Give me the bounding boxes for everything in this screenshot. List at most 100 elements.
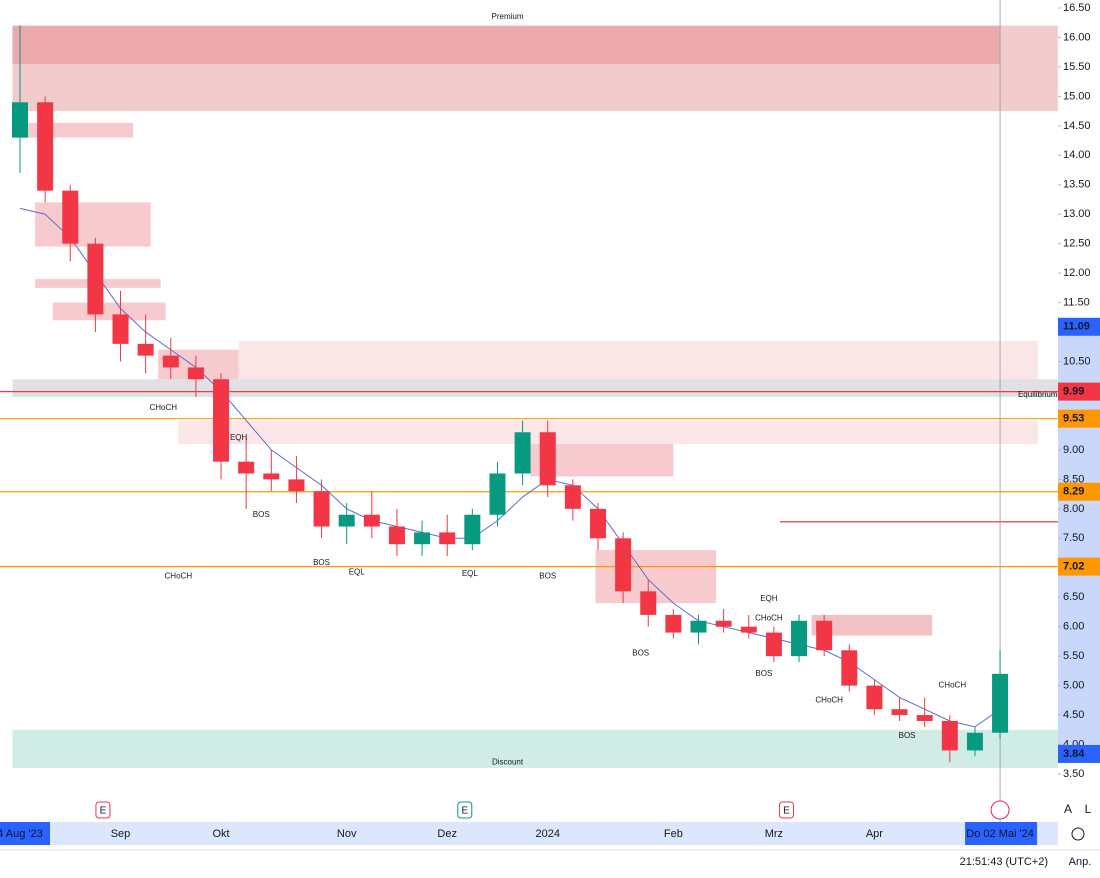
y-tick-label: 14.50 [1063,120,1091,132]
candle-body [263,473,280,480]
annotation: Equilibrium [1018,390,1058,399]
candle-body [62,190,79,244]
event-icon [778,801,794,819]
event-icon [95,801,111,819]
scale-button: A [1064,802,1072,816]
price-badge-label: 8.29 [1063,486,1084,498]
candle-body [514,432,531,474]
y-tick-label: 16.00 [1063,31,1091,43]
candle-body [665,614,682,633]
annotation: Premium [492,12,524,21]
candle-body [213,379,230,462]
x-tick-label: Apr [866,828,883,840]
zone [238,340,1038,380]
y-tick-label: 4.50 [1063,709,1084,721]
price-badge [1058,744,1100,763]
zone [35,202,151,247]
y-tick-label: 12.00 [1063,267,1091,279]
annotation: CHoCH [165,572,193,581]
annotation: EQH [230,433,248,442]
x-tick-label: Feb [664,828,683,840]
candle-body [992,673,1009,733]
candle-body [388,526,405,545]
candle-body [137,343,154,356]
price-badge-label: 9.53 [1063,413,1084,425]
candle-body [464,514,481,545]
candle-body [740,626,757,633]
annotation: Discount [492,757,524,766]
price-badge [1058,482,1100,501]
annotation: BOS [632,648,649,657]
x-tick-label: 2024 [535,828,559,840]
zone [12,729,1058,769]
candle-body [238,461,255,474]
candle-body [187,367,204,380]
event-label: E [100,806,107,817]
annotation: CHoCH [815,695,843,704]
candle-body [715,620,732,627]
event-icon [457,801,473,819]
candle-body [338,514,355,527]
candle-body [12,102,28,138]
x-tick-label: Nov [337,828,357,840]
x-tick-label: Dez [437,828,457,840]
y-tick-label: 8.50 [1063,473,1084,485]
candle-body [564,485,581,509]
y-tick-label: 8.00 [1063,503,1084,515]
price-badge-label: 11.09 [1063,321,1090,333]
annotation: CHoCH [939,681,967,690]
settings-icon[interactable] [1071,827,1085,841]
y-tick-label: 14.00 [1063,149,1091,161]
candle-body [816,620,833,651]
candle-body [112,314,129,344]
zone [52,302,166,321]
event-label: E [783,806,790,817]
candle-body [841,650,858,686]
y-tick-label: 10.50 [1063,355,1091,367]
candle-body [439,532,456,545]
candle-body [162,355,179,368]
price-badge-label: 3.84 [1063,748,1085,760]
annotation: BOS [899,731,916,740]
x-tick-label: Do 02 Mai '24 [966,828,1034,840]
annotation: EQH [760,594,778,603]
adjust-button[interactable]: Anp. [1069,856,1092,868]
price-badge [1058,317,1100,336]
live-icon [990,800,1010,820]
candle-body [640,591,657,615]
y-tick-label: 15.50 [1063,61,1091,73]
annotation: CHoCH [755,614,783,623]
time-badge [965,822,1038,845]
y-tick-label: 6.00 [1063,621,1084,633]
scale-button: L [1085,802,1092,816]
annotation: BOS [755,669,772,678]
candle-body [363,514,380,527]
candle-body [791,620,808,657]
moving-average [19,207,1001,728]
zone [12,25,1001,64]
annotation: BOS [313,558,330,567]
y-tick-label: 13.00 [1063,208,1091,220]
candle-body [87,243,104,315]
x-tick-label: Okt [212,828,229,840]
candle-body [489,473,506,515]
y-tick-label: 5.50 [1063,650,1084,662]
candle-body [589,508,606,539]
candle-body [916,715,933,721]
candle-body [891,709,908,716]
annotation: BOS [253,510,270,519]
time-badge [0,822,50,845]
zone [12,379,1058,397]
price-badge-label: 9.99 [1063,385,1084,397]
y-tick-label: 11.50 [1063,297,1090,309]
candle-body [288,479,305,492]
candle-body [765,632,782,657]
y-tick-label: 9.00 [1063,444,1084,456]
x-tick-label: Sep [111,828,131,840]
candle-body [539,432,556,486]
annotation: EQL [349,568,366,577]
y-tick-label: 15.00 [1063,90,1091,102]
y-tick-label: 12.50 [1063,238,1091,250]
y-tick-label: 5.00 [1063,680,1084,692]
